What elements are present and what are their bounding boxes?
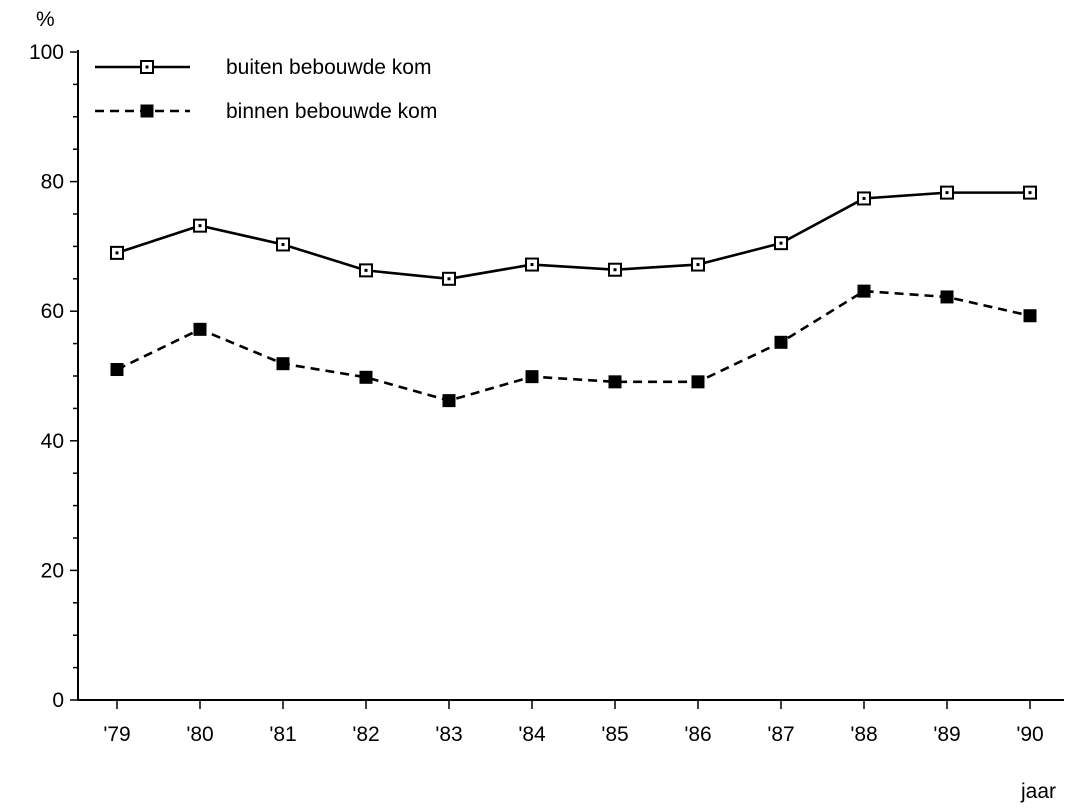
x-axis-title: jaar — [1020, 780, 1056, 803]
axes — [77, 50, 1064, 701]
data-point — [608, 262, 622, 277]
x-tick-label: '80 — [186, 723, 213, 746]
x-tick-label: '90 — [1016, 723, 1043, 746]
data-point — [774, 236, 788, 251]
legend-marker — [140, 60, 154, 74]
series-line — [116, 191, 1030, 281]
y-tick-label: 20 — [41, 559, 64, 582]
series-2 — [110, 284, 1037, 408]
data-point — [774, 335, 788, 349]
x-tick-label: '82 — [352, 723, 379, 746]
x-tick-label: '87 — [767, 723, 794, 746]
series-line — [116, 289, 1031, 402]
data-point — [442, 394, 456, 408]
x-tick-label: '86 — [684, 723, 711, 746]
x-tick-label: '89 — [933, 723, 960, 746]
data-point — [359, 370, 373, 384]
x-tick-label: '79 — [103, 723, 130, 746]
x-tick-label: '84 — [518, 723, 546, 746]
x-tick-label: '83 — [435, 723, 462, 746]
data-point — [940, 290, 954, 304]
legend-item: binnen bebouwde kom — [95, 100, 437, 123]
data-point — [940, 185, 954, 200]
data-point — [110, 245, 124, 260]
data-point — [442, 271, 456, 286]
data-point — [525, 370, 539, 384]
series-1 — [110, 185, 1037, 286]
data-point — [276, 357, 290, 371]
legend-label: binnen bebouwde kom — [226, 100, 437, 123]
x-tick-label: '88 — [850, 723, 877, 746]
data-point — [193, 322, 207, 336]
x-ticks: '79 '80 '81 '82 '83 '84 '85 '86 '87 '88 '89 '90 — [103, 700, 1044, 746]
data-point — [193, 218, 207, 233]
legend-marker — [140, 104, 154, 118]
x-tick-label: '81 — [269, 723, 296, 746]
data-point — [359, 263, 373, 278]
y-tick-label: 100 — [29, 41, 64, 64]
y-ticks: 0 20 40 60 80 100 — [29, 41, 78, 712]
y-tick-label: 80 — [41, 171, 64, 194]
data-point — [857, 191, 871, 206]
x-tick-label: '85 — [601, 723, 628, 746]
data-point — [1023, 309, 1037, 323]
y-axis-title: % — [36, 8, 55, 31]
data-point — [1023, 185, 1037, 200]
data-point — [691, 375, 705, 389]
data-point — [608, 375, 622, 389]
data-point — [525, 257, 539, 272]
y-tick-label: 40 — [41, 430, 64, 453]
data-point — [691, 257, 705, 272]
legend-label: buiten bebouwde kom — [226, 56, 431, 79]
y-tick-label: 0 — [52, 689, 64, 712]
series-layer — [110, 185, 1037, 408]
data-point — [857, 284, 871, 298]
legend-item: buiten bebouwde kom — [95, 56, 431, 79]
data-point — [110, 363, 124, 377]
legend: buiten bebouwde kom binnen bebouwde kom — [95, 56, 437, 123]
data-point — [276, 237, 290, 252]
y-tick-label: 60 — [41, 300, 64, 323]
